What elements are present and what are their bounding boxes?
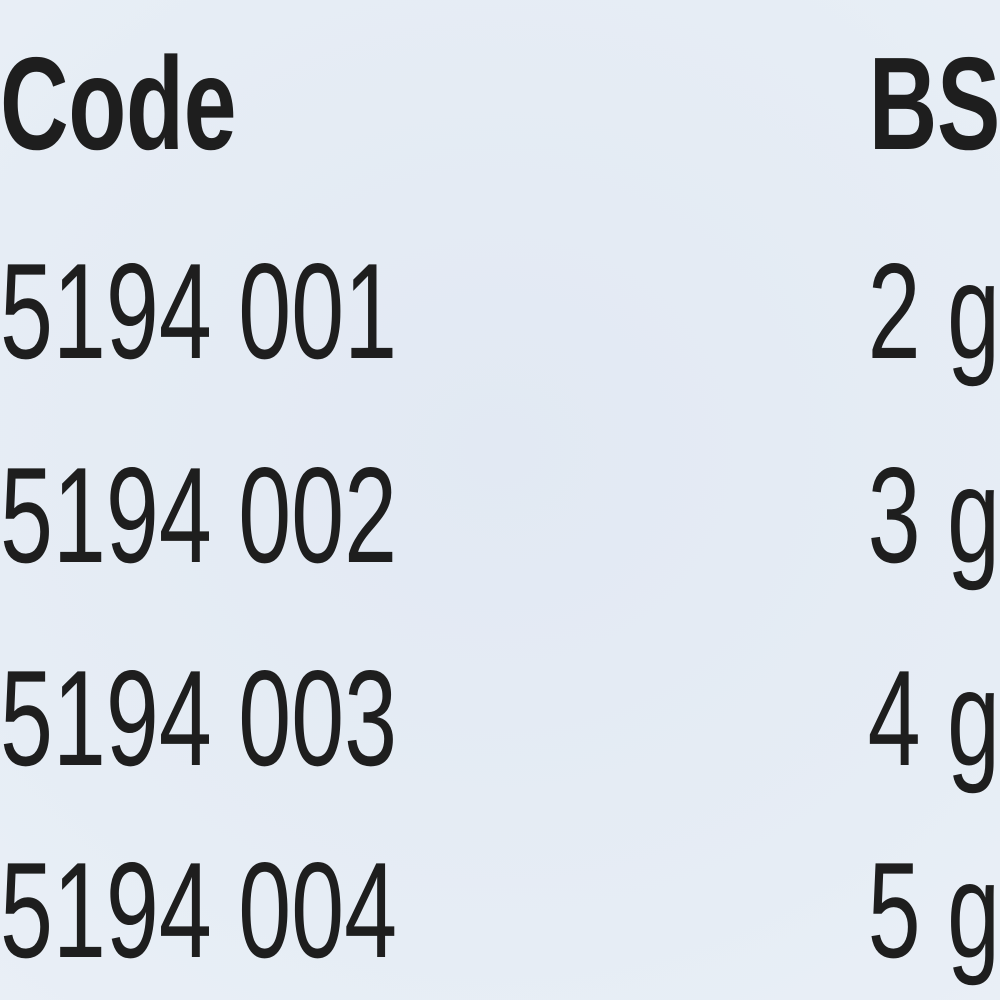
table-row: 5194 001 2 g — [0, 208, 1000, 413]
table-row: 5194 003 4 g — [0, 617, 1000, 820]
table-header-row: Code BS — [0, 0, 1000, 208]
cell-code: 5194 002 — [0, 438, 398, 591]
cell-code: 5194 003 — [0, 642, 398, 795]
table-body: 5194 001 2 g 5194 002 3 g 5194 003 4 g 5… — [0, 208, 1000, 1000]
cell-bs: 5 g — [867, 833, 1000, 986]
table-row: 5194 004 5 g — [0, 820, 1000, 1000]
cell-bs: 3 g — [867, 438, 1000, 591]
cell-code: 5194 004 — [0, 833, 398, 986]
cell-code: 5194 001 — [0, 234, 398, 387]
column-header-code: Code — [0, 30, 237, 177]
cell-bs: 4 g — [867, 642, 1000, 795]
column-header-bs: BS — [868, 30, 1000, 177]
table-header: Code BS — [0, 0, 1000, 208]
cell-bs: 2 g — [867, 234, 1000, 387]
table-row: 5194 002 3 g — [0, 413, 1000, 616]
